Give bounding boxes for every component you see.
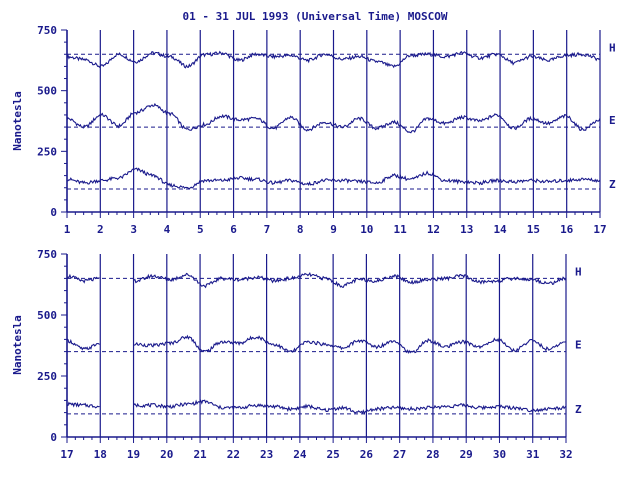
x-tick-label: 21 (193, 448, 207, 461)
series-e-line (66, 338, 100, 351)
series-h-line (66, 50, 601, 69)
y-axis-label: Nanotesla (11, 91, 24, 151)
x-tick-label: 1 (64, 223, 71, 236)
x-tick-label: 25 (327, 448, 340, 461)
y-tick-label: 250 (37, 145, 57, 158)
x-tick-label: 30 (493, 448, 506, 461)
x-tick-label: 14 (493, 223, 507, 236)
x-tick-label: 17 (60, 448, 73, 461)
y-tick-label: 500 (37, 309, 57, 322)
series-h-line (66, 273, 100, 284)
series-label-e: E (609, 114, 616, 127)
x-tick-label: 5 (197, 223, 204, 236)
x-tick-label: 15 (527, 223, 540, 236)
x-tick-label: 18 (94, 448, 107, 461)
x-tick-label: 12 (427, 223, 440, 236)
y-tick-label: 0 (50, 431, 57, 444)
series-e-line (133, 334, 567, 355)
chart-title: 01 - 31 JUL 1993 (Universal Time) MOSCOW (183, 10, 448, 23)
x-tick-label: 8 (297, 223, 304, 236)
x-tick-label: 24 (293, 448, 307, 461)
series-h-line (133, 272, 567, 289)
x-tick-label: 4 (164, 223, 171, 236)
y-tick-label: 0 (50, 206, 57, 219)
y-tick-label: 250 (37, 370, 57, 383)
series-z-line (133, 399, 567, 415)
series-label-e: E (575, 339, 582, 352)
panel-bottom: 0 250 500 750 Nanotesla 17 18 19 20 21 22 23 24 25 26 2… (11, 248, 582, 461)
x-tick-label: 27 (393, 448, 406, 461)
x-tick-label: 31 (526, 448, 540, 461)
x-tick-label: 7 (264, 223, 271, 236)
series-label-z: Z (609, 178, 616, 191)
x-tick-label: 20 (160, 448, 173, 461)
x-tick-label: 13 (460, 223, 473, 236)
x-tick-label: 2 (97, 223, 104, 236)
series-z-line (66, 167, 601, 190)
x-tick-label: 29 (460, 448, 473, 461)
x-tick-label: 9 (330, 223, 337, 236)
x-tick-label: 10 (360, 223, 373, 236)
x-tick-label: 23 (260, 448, 273, 461)
x-tick-label: 32 (559, 448, 572, 461)
x-tick-label: 22 (227, 448, 240, 461)
y-tick-label: 750 (37, 248, 57, 261)
series-e-line (66, 102, 601, 134)
x-tick-label: 17 (593, 223, 606, 236)
series-label-h: H (575, 265, 582, 278)
x-tick-label: 26 (360, 448, 374, 461)
series-z-line (67, 401, 100, 409)
x-tick-label: 6 (230, 223, 237, 236)
y-tick-label: 750 (37, 24, 57, 37)
x-tick-label: 19 (127, 448, 140, 461)
y-axis-label: Nanotesla (11, 315, 24, 375)
series-label-h: H (609, 41, 616, 54)
x-tick-label: 16 (560, 223, 574, 236)
series-label-z: Z (575, 403, 582, 416)
x-tick-label: 11 (394, 223, 408, 236)
y-tick-label: 500 (37, 85, 57, 98)
x-tick-label: 28 (426, 448, 439, 461)
x-tick-label: 3 (130, 223, 137, 236)
